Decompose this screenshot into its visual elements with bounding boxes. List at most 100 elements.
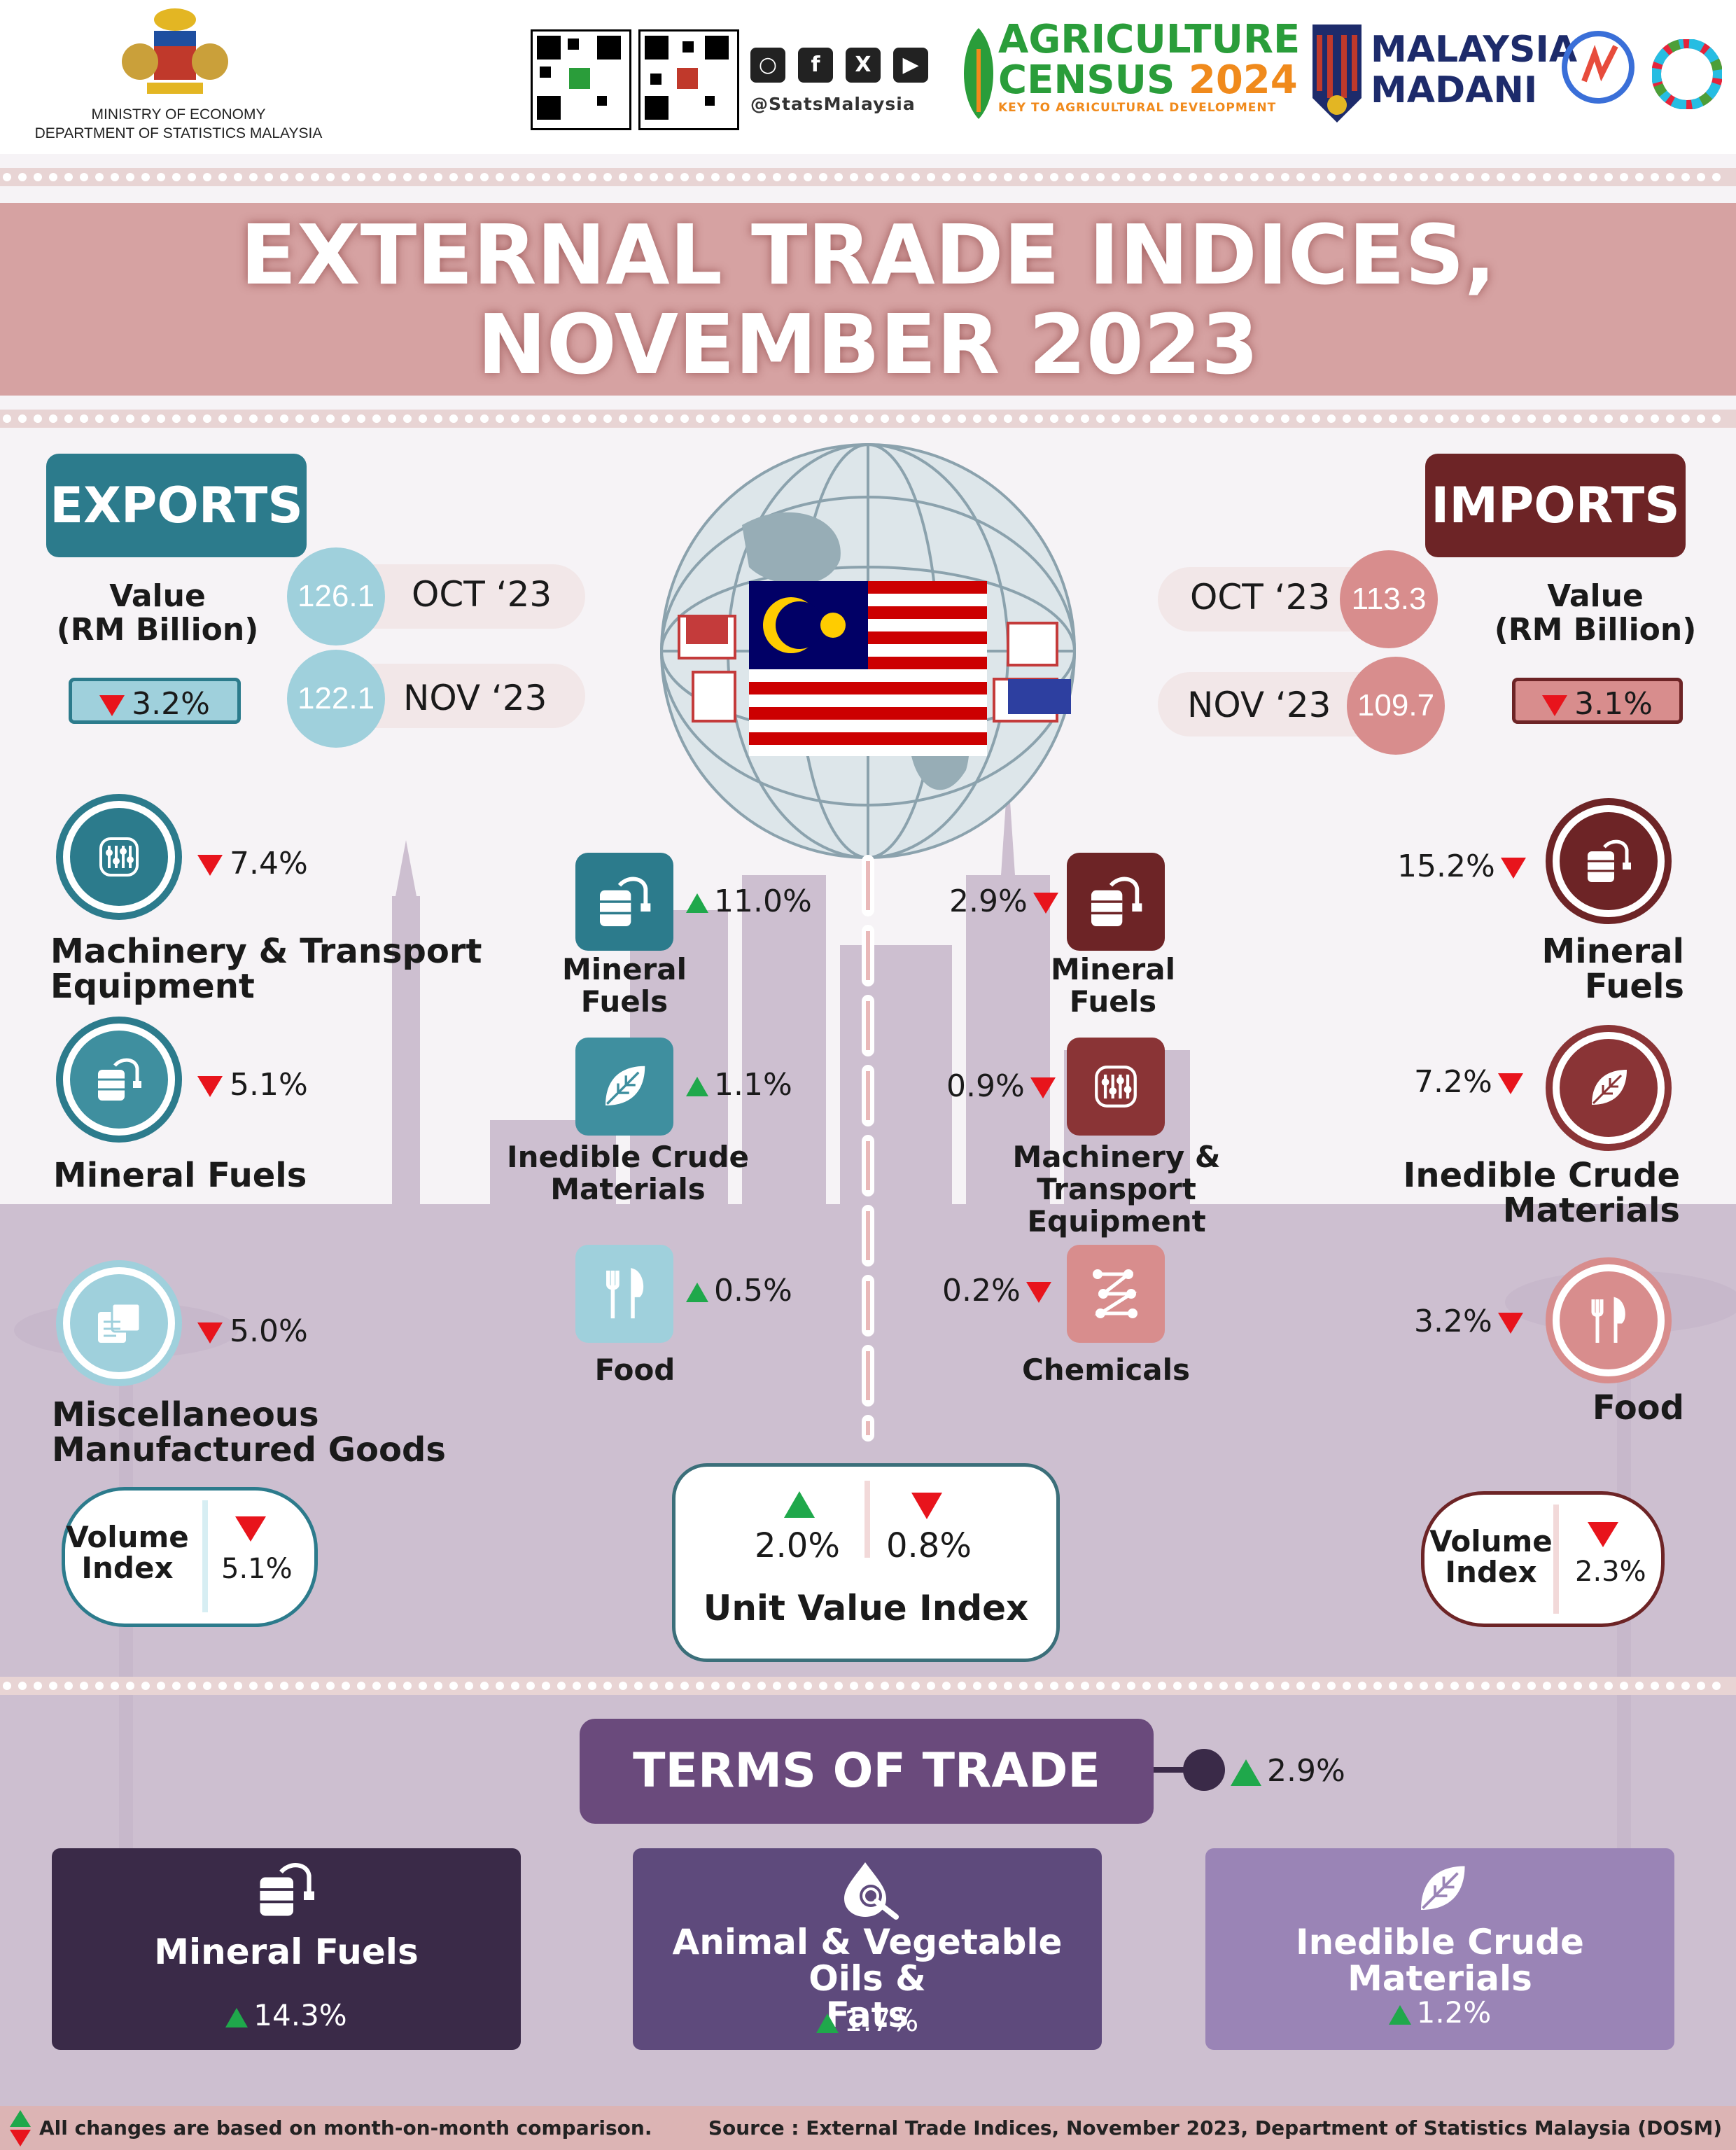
uvi-export-inedible-name-line-1: Inedible Crude [506,1140,750,1174]
exports-nov-label: NOV ‘23 [403,678,547,718]
uvi-import-chemicals-tile [1067,1245,1165,1343]
cutlery-icon [1591,1297,1625,1343]
dotted-divider-top [0,168,1736,186]
globe-with-malaysian-flag-icon [660,443,1076,859]
exports-volume-index [62,1487,318,1627]
down-arrow-icon [235,1516,266,1542]
footer-source: Source : External Trade Indices, Novembe… [708,2116,1722,2139]
uvi-export-inedible-change-row: 1.1% [686,1067,792,1103]
unit-value-index-box [672,1463,1060,1662]
up-arrow-icon [686,893,708,913]
imports-nov-label: NOV ‘23 [1187,685,1331,725]
fuel-barrel-icon [260,1863,314,1916]
exports-misc-ring [56,1260,182,1386]
page-title: EXTERNAL TRADE INDICES, NOVEMBER 2023 [0,210,1736,389]
uvi-export-inedible-change: 1.1% [714,1067,792,1103]
exports-machinery-change: 7.4% [230,846,308,881]
imports-inedible-name: Inedible Crude Materials [1330,1158,1680,1228]
terms-oils-card: Animal & Vegetable Oils & Fats 1.7% [633,1848,1102,2050]
exports-volume-label: Volume Index [64,1522,190,1584]
exports-machinery-name: Machinery & Transport Equipment [50,934,482,1004]
imports-nov-value: 109.7 [1347,657,1445,755]
exports-misc-change: 5.0% [230,1313,308,1349]
qr-code-2[interactable] [638,29,739,130]
imports-label: IMPORTS [1425,454,1686,557]
imports-fuels-change: 15.2% [1397,849,1495,884]
fuel-barrel-icon [600,877,651,926]
exports-misc-name: Miscellaneous Manufactured Goods [52,1397,446,1467]
fuel-barrel-icon [98,1058,141,1101]
x-twitter-icon[interactable]: X [846,48,881,83]
exports-fuels-change: 5.1% [230,1067,308,1103]
exports-oct-label: OCT ‘23 [412,574,552,615]
exports-value-head-line-1: Value [109,578,206,614]
exports-volume-change: 5.1% [221,1553,293,1585]
uvi-import-fuels-change-row: 2.9% [949,884,1058,919]
up-arrow-icon [784,1491,815,1518]
imports-volume-index [1421,1491,1665,1627]
uvi-import-change: 0.8% [886,1526,972,1565]
ministry-line-1: MINISTRY OF ECONOMY [91,106,266,123]
down-arrow-icon [1030,1077,1056,1098]
uvi-export-inedible-tile [575,1038,673,1136]
fuel-barrel-icon [1091,877,1142,926]
ministry-text: MINISTRY OF ECONOMY DEPARTMENT OF STATIS… [14,105,343,143]
down-arrow-icon [1542,695,1568,716]
imports-inedible-change: 7.2% [1414,1064,1492,1100]
imports-inedible-ring [1546,1025,1672,1151]
uvi-export-fuels-name-line-2: Fuels [580,984,668,1019]
down-arrow-icon [197,1076,223,1097]
imports-food-change: 3.2% [1414,1304,1492,1339]
terms-inedible-change-row: 1.2% [1205,1995,1674,2030]
title-line-2: NOVEMBER 2023 [477,296,1259,393]
imports-food-ring [1546,1257,1672,1383]
uvi-import-chemicals-name-line-1: Chemicals [1021,1353,1190,1387]
exports-volume-label-line-1: Volume [66,1520,189,1554]
exports-machinery-name-line-1: Machinery & Transport [50,932,482,971]
uvi-import-machinery-name-line-1: Machinery & Transport [1012,1140,1221,1206]
exports-machinery-ring [56,794,182,920]
imports-value-heading: Value (RM Billion) [1480,580,1711,647]
exports-fuels-change-row: 5.1% [197,1067,308,1103]
footer-bar: All changes are based on month-on-month … [0,2106,1736,2150]
coat-of-arms-icon [122,8,228,94]
cutlery-icon [606,1268,644,1319]
down-arrow-icon [1500,858,1526,879]
down-arrow-icon [911,1493,942,1519]
qr-code-1[interactable] [531,29,631,130]
facebook-icon[interactable]: f [798,48,833,83]
terms-connector-dot [1183,1749,1225,1791]
uvi-import-machinery-change-row: 0.9% [946,1068,1056,1104]
imports-volume-change: 2.3% [1575,1556,1646,1588]
census-line-1: AGRICULTURE [998,17,1301,62]
up-down-arrow-icon [10,2110,31,2146]
uvi-export-food-change-row: 0.5% [686,1273,792,1308]
leaf-icon [1421,1866,1465,1910]
down-arrow-icon [197,855,223,876]
leaf-icon [606,1066,645,1105]
uvi-import-machinery-name-line-2: Equipment [1027,1204,1206,1238]
exports-fuels-name: Mineral Fuels [53,1158,307,1193]
exports-nov-value: 122.1 [287,650,385,748]
terms-oils-change: 1.7% [844,2004,919,2038]
uvi-export-fuels-name: Mineral Fuels [519,954,729,1018]
terms-connector-line [1154,1767,1189,1773]
up-arrow-icon [686,1283,708,1302]
center-dashed-divider [862,855,874,1442]
agriculture-census-logo-icon [964,28,993,119]
imports-volume-label-line-2: Index [1445,1555,1537,1589]
terms-oils-name-line-1: Animal & Vegetable Oils & [672,1922,1063,1999]
terms-inedible-card: Inedible Crude Materials 1.2% [1205,1848,1674,2050]
down-arrow-icon [1497,1073,1523,1094]
imports-oct-value: 113.3 [1340,550,1438,648]
up-arrow-icon [225,2007,248,2027]
instagram-icon[interactable]: ○ [750,48,785,83]
social-handle: @StatsMalaysia [750,94,916,114]
imports-volume-down-arrow [1588,1522,1618,1547]
imports-value-change-badge: 3.1% [1512,678,1683,724]
youtube-icon[interactable]: ▶ [893,48,928,83]
exports-oct-value: 126.1 [287,547,385,645]
dotted-divider-bottom [0,1677,1736,1695]
footer-note: All changes are based on month-on-month … [39,2116,652,2139]
uvi-import-machinery-name: Machinery & Transport Equipment [931,1141,1302,1238]
